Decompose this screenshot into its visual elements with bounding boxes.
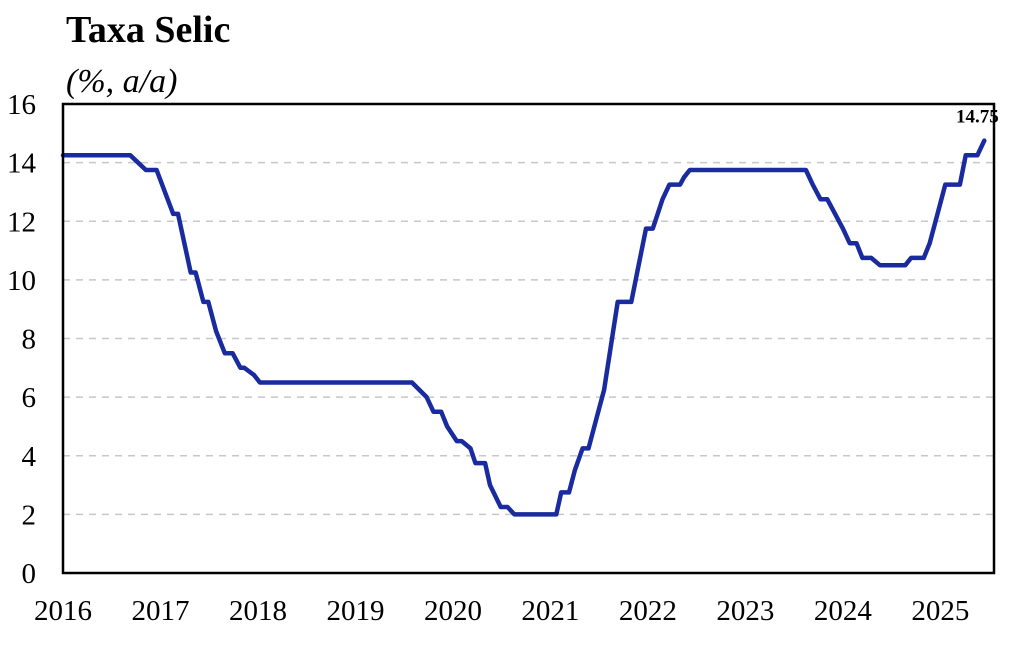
y-tick-label-8: 8: [22, 324, 37, 356]
x-tick-label-2022: 2022: [619, 595, 677, 627]
x-tick-label-2021: 2021: [521, 595, 579, 627]
chart-subtitle: (%, a/a): [66, 63, 178, 100]
y-tick-label-10: 10: [7, 265, 36, 297]
y-tick-label-4: 4: [22, 441, 37, 473]
y-tick-label-16: 16: [7, 89, 36, 121]
x-tick-label-2020: 2020: [424, 595, 482, 627]
series-line-0: [60, 138, 987, 517]
series-group: [60, 138, 987, 517]
plot-frame: [61, 102, 996, 575]
x-tick-label-2025: 2025: [911, 595, 969, 627]
y-tick-label-0: 0: [22, 558, 37, 590]
grid-lines: [63, 161, 994, 516]
x-tick-label-2019: 2019: [326, 595, 384, 627]
y-tick-label-14: 14: [7, 148, 37, 180]
x-axis-ticks: 2016 2017 2018 2019 2020 2021 2022 2023 2024 2025: [34, 595, 969, 627]
x-tick-label-2024: 2024: [814, 595, 873, 627]
chart-title: Taxa Selic: [66, 9, 231, 51]
last-value-label: 14.75: [956, 107, 999, 128]
x-tick-label-2017: 2017: [131, 595, 189, 627]
x-tick-label-2023: 2023: [716, 595, 774, 627]
x-tick-label-2016: 2016: [34, 595, 92, 627]
x-tick-label-2018: 2018: [229, 595, 287, 627]
y-axis-ticks: 0 2 4 6 8 10 12 14 16: [7, 89, 37, 590]
y-tick-label-6: 6: [22, 382, 37, 414]
y-tick-label-12: 12: [7, 206, 36, 238]
y-tick-label-2: 2: [22, 499, 37, 531]
